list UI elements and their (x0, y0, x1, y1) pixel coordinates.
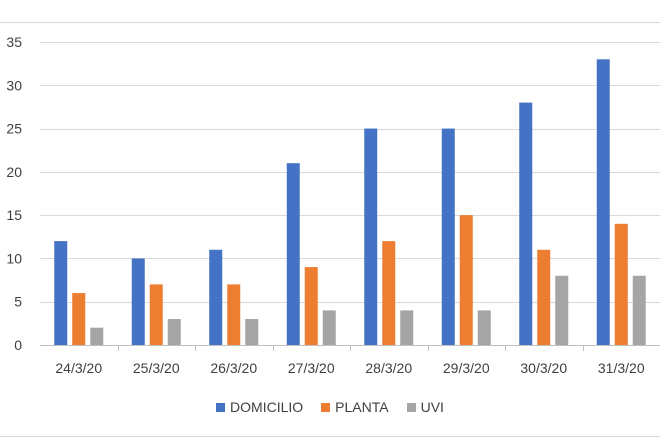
bar-domicilio-3 (286, 163, 300, 345)
legend-label: PLANTA (335, 399, 389, 415)
x-tick-label: 25/3/20 (133, 360, 180, 376)
y-tick-label: 10 (6, 250, 22, 266)
legend-label: UVI (420, 399, 444, 415)
y-tick-label: 5 (14, 294, 22, 310)
bar-domicilio-2 (209, 249, 223, 345)
legend-item-domicilio: DOMICILIO (216, 399, 303, 415)
chart-top-border (0, 22, 660, 23)
y-tick-label: 0 (14, 337, 22, 353)
x-tick-label: 28/3/20 (365, 360, 412, 376)
chart-bottom-border (0, 436, 660, 437)
y-tick-label: 35 (6, 34, 22, 50)
bar-domicilio-1 (131, 258, 145, 345)
legend-swatch (321, 402, 331, 412)
bar-planta-1 (149, 284, 163, 345)
legend-item-uvi: UVI (406, 399, 444, 415)
bar-uvi-6 (555, 275, 569, 345)
legend-label: DOMICILIO (230, 399, 304, 415)
bar-domicilio-5 (441, 128, 455, 345)
bar-uvi-5 (477, 310, 491, 345)
bar-planta-2 (227, 284, 241, 345)
legend-swatch (216, 402, 226, 412)
x-tick-label: 31/3/20 (598, 360, 645, 376)
x-tick-label: 26/3/20 (210, 360, 257, 376)
legend-item-planta: PLANTA (321, 399, 389, 415)
bar-domicilio-0 (54, 241, 68, 345)
y-tick-label: 15 (6, 207, 22, 223)
bar-planta-5 (459, 215, 473, 345)
bar-uvi-1 (167, 319, 181, 345)
bar-domicilio-7 (596, 59, 610, 346)
bar-domicilio-4 (364, 128, 378, 345)
bar-planta-6 (537, 249, 551, 345)
bar-uvi-7 (632, 275, 646, 345)
legend-swatch (406, 402, 416, 412)
bar-planta-7 (614, 223, 628, 345)
y-tick-label: 20 (6, 164, 22, 180)
y-tick-label: 25 (6, 121, 22, 137)
x-tick-label: 24/3/20 (55, 360, 102, 376)
bars (54, 59, 646, 346)
bar-uvi-3 (322, 310, 336, 345)
x-axis-tick-labels: 24/3/20 25/3/20 26/3/20 27/3/20 28/3/20 29/3/… (55, 360, 644, 376)
chart-legend: DOMICILIO PLANTA UVI (0, 399, 660, 415)
y-axis-tick-labels: 0 5 10 15 20 25 30 35 (6, 34, 22, 353)
bar-planta-0 (72, 293, 86, 345)
x-tick-label: 29/3/20 (443, 360, 490, 376)
bar-planta-3 (304, 267, 318, 345)
bar-domicilio-6 (519, 102, 533, 345)
bar-uvi-0 (90, 327, 104, 345)
bar-planta-4 (382, 241, 396, 345)
x-tick-label: 27/3/20 (288, 360, 335, 376)
bar-uvi-4 (400, 310, 414, 345)
x-tick-label: 30/3/20 (520, 360, 567, 376)
y-tick-label: 30 (6, 77, 22, 93)
bar-uvi-2 (245, 319, 259, 345)
